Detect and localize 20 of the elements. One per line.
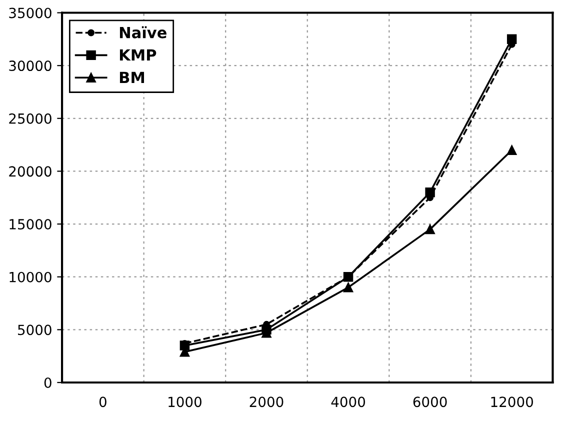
x-tick-label: 6000 <box>413 396 447 408</box>
y-tick-label: 35000 <box>9 8 52 18</box>
x-tick-label: 0 <box>99 396 106 408</box>
y-tick-label: 15000 <box>10 219 52 230</box>
y-tick-label: 0 <box>44 377 52 388</box>
legend-label: BM <box>120 72 144 83</box>
point <box>506 145 517 155</box>
x-tick-label: 4000 <box>331 396 366 408</box>
x-tick-label: 1000 <box>168 396 202 408</box>
point <box>425 224 435 234</box>
x-tick-label: 12000 <box>491 396 533 408</box>
legend-label: Naïve <box>120 26 166 38</box>
point <box>343 282 354 292</box>
y-tick-label: 5000 <box>18 324 52 336</box>
y-tick-label: 25000 <box>9 113 52 124</box>
y-tick-label: 10000 <box>10 272 52 282</box>
y-tick-label: 30000 <box>9 60 52 72</box>
legend-label: KMP <box>120 49 156 61</box>
x-tick-label: 2000 <box>250 396 284 408</box>
y-tick-label: 20000 <box>9 166 52 177</box>
